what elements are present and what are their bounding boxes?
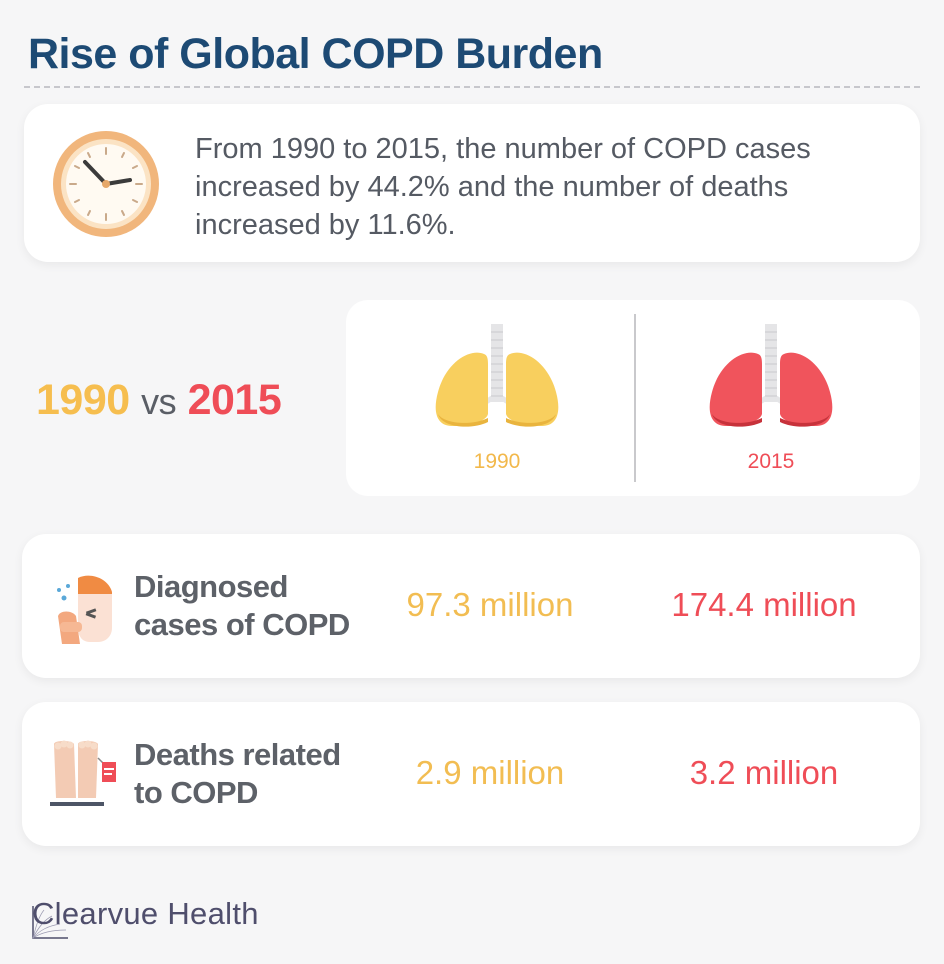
lungs-2015-icon: [709, 324, 833, 427]
feet-toe-tag-icon: [50, 740, 116, 806]
year-1990-label: 1990: [36, 376, 130, 424]
page-title: Rise of Global COPD Burden: [28, 30, 603, 78]
clearvue-logo-icon: [32, 906, 68, 939]
cases-card: Diagnosed cases of COPD 97.3 million 174…: [22, 534, 920, 678]
year-2015-label: 2015: [187, 376, 282, 424]
comparison-heading: 1990 vs 2015: [36, 376, 282, 425]
lungs-1990-icon: [435, 324, 559, 427]
title-divider: [24, 86, 920, 88]
intro-card: From 1990 to 2015, the number of COPD ca…: [24, 104, 920, 262]
clock-icon: [53, 131, 159, 237]
lungs-divider: [634, 314, 636, 482]
deaths-2015-value: 3.2 million: [689, 754, 839, 791]
lungs-2015-label: 2015: [747, 450, 795, 473]
deaths-label: Deaths related to COPD: [134, 737, 341, 810]
cases-label: Diagnosed cases of COPD: [134, 569, 350, 642]
deaths-1990-value: 2.9 million: [415, 754, 565, 791]
cases-1990-value: 97.3 million: [406, 586, 574, 623]
coughing-person-icon: [57, 575, 112, 644]
vs-label: vs: [141, 381, 177, 422]
intro-text: From 1990 to 2015, the number of COPD ca…: [195, 133, 811, 241]
deaths-card: Deaths related to COPD 2.9 million 3.2 m…: [22, 702, 920, 846]
lungs-1990-label: 1990: [473, 450, 521, 473]
cases-2015-value: 174.4 million: [671, 586, 857, 623]
brand-name: Clearvue Health: [32, 896, 259, 931]
lungs-card: 1990 2015: [346, 300, 920, 496]
